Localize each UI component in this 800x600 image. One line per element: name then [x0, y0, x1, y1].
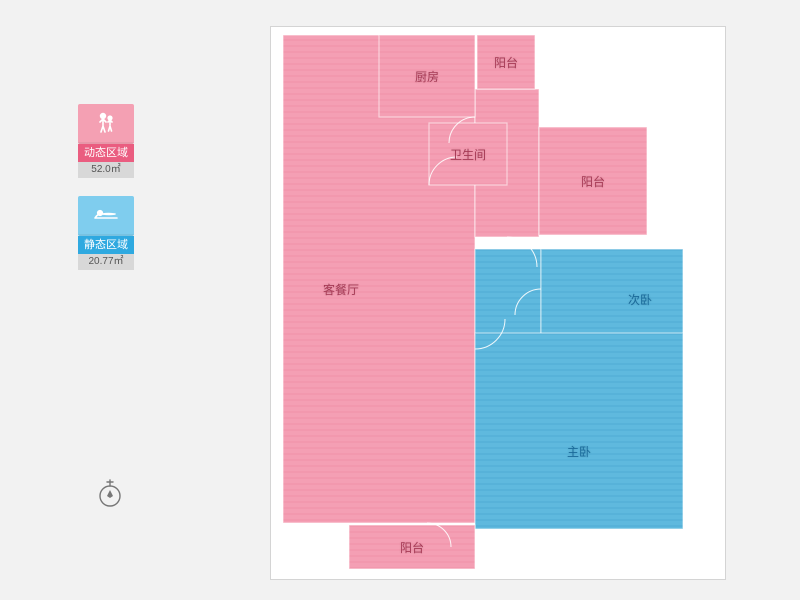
room-label-kitchen: 厨房 — [379, 35, 475, 117]
room-label-balcony_t: 阳台 — [477, 35, 535, 89]
sleep-icon — [78, 196, 134, 236]
legend-static-label: 静态区域 — [78, 236, 134, 254]
compass-icon — [96, 478, 124, 506]
legend-static-value: 20.77㎡ — [78, 254, 134, 270]
legend-dynamic-value: 52.0㎡ — [78, 162, 134, 178]
room-label-balcony_b: 阳台 — [349, 525, 475, 569]
people-icon — [78, 104, 134, 144]
room-label-bath: 卫生间 — [429, 123, 507, 185]
floor-plan: 客餐厅厨房阳台卫生间阳台次卧主卧阳台 — [270, 26, 726, 580]
room-hall_blue — [475, 249, 541, 335]
room-label-main_bed: 主卧 — [475, 333, 683, 529]
legend: 动态区域 52.0㎡ 静态区域 20.77㎡ — [78, 104, 138, 288]
legend-dynamic: 动态区域 52.0㎡ — [78, 104, 138, 178]
legend-dynamic-label: 动态区域 — [78, 144, 134, 162]
legend-static: 静态区域 20.77㎡ — [78, 196, 138, 270]
room-label-balcony_r: 阳台 — [539, 127, 647, 235]
